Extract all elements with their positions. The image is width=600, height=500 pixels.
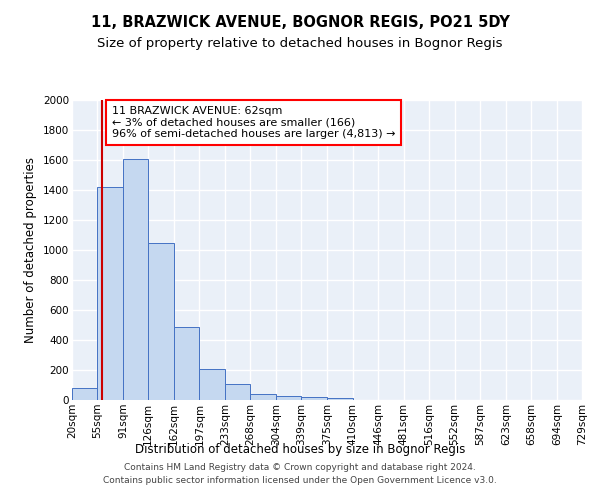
Text: 11 BRAZWICK AVENUE: 62sqm
← 3% of detached houses are smaller (166)
96% of semi-: 11 BRAZWICK AVENUE: 62sqm ← 3% of detach… bbox=[112, 106, 395, 139]
Bar bbox=[72, 388, 97, 400]
Y-axis label: Number of detached properties: Number of detached properties bbox=[25, 157, 37, 343]
Text: Contains HM Land Registry data © Crown copyright and database right 2024.
Contai: Contains HM Land Registry data © Crown c… bbox=[103, 464, 497, 485]
Text: 11, BRAZWICK AVENUE, BOGNOR REGIS, PO21 5DY: 11, BRAZWICK AVENUE, BOGNOR REGIS, PO21 … bbox=[91, 15, 509, 30]
Text: Size of property relative to detached houses in Bognor Regis: Size of property relative to detached ho… bbox=[97, 38, 503, 51]
Bar bbox=[328, 398, 353, 400]
Bar bbox=[225, 384, 250, 400]
Text: Distribution of detached houses by size in Bognor Regis: Distribution of detached houses by size … bbox=[135, 442, 465, 456]
Bar bbox=[97, 187, 123, 400]
Bar bbox=[199, 369, 225, 400]
Bar bbox=[250, 394, 276, 400]
Bar bbox=[301, 397, 328, 400]
Bar bbox=[174, 326, 199, 400]
Bar bbox=[276, 396, 301, 400]
Bar bbox=[123, 158, 148, 400]
Bar bbox=[148, 242, 174, 400]
